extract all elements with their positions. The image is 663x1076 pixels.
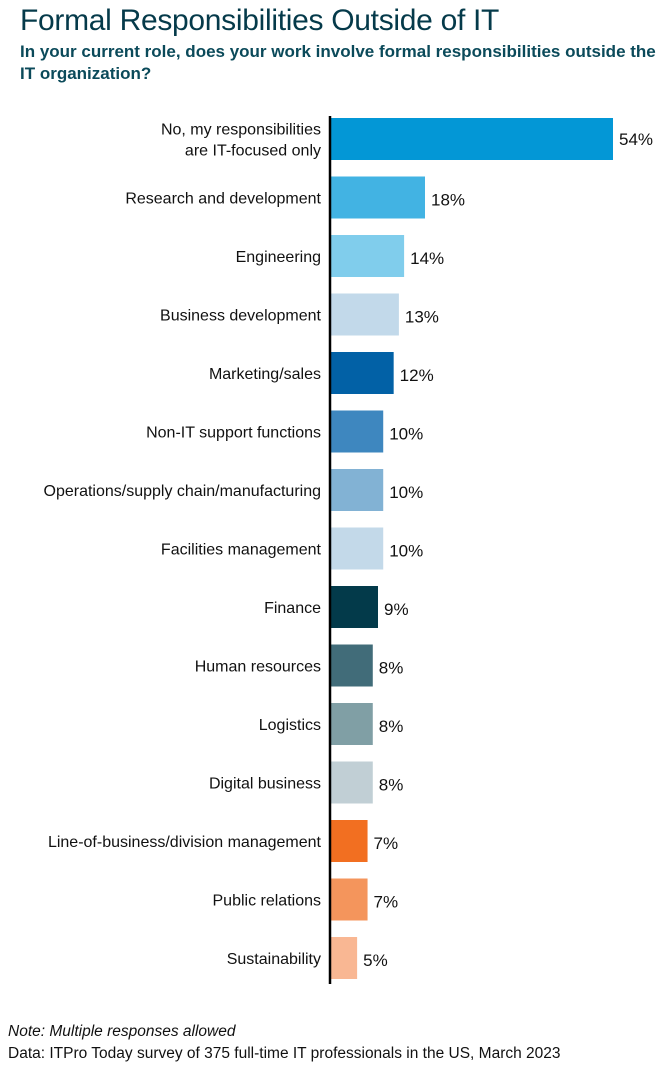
bar <box>331 937 358 979</box>
value-label: 54% <box>619 130 653 149</box>
bar <box>331 176 425 219</box>
category-label: Marketing/sales <box>209 366 321 383</box>
value-label: 9% <box>384 600 409 619</box>
category-label: Operations/supply chain/manufacturing <box>44 483 322 500</box>
value-label: 10% <box>389 542 423 561</box>
value-label: 5% <box>363 951 388 970</box>
value-label: 8% <box>379 659 404 678</box>
category-label: Facilities management <box>161 542 322 559</box>
bar <box>331 469 384 511</box>
category-label: Business development <box>160 308 322 325</box>
bar <box>331 586 378 628</box>
source-text: Data: ITPro Today survey of 375 full-tim… <box>8 1045 561 1062</box>
chart-subtitle: In your current role, does your work inv… <box>20 42 656 83</box>
category-label: Finance <box>264 600 321 617</box>
category-label: Sustainability <box>227 951 321 968</box>
bar <box>331 644 373 687</box>
category-label: Research and development <box>125 191 321 208</box>
category-label: Non-IT support functions <box>146 425 321 442</box>
chart-title: Formal Responsibilities Outside of IT <box>20 4 500 37</box>
bar <box>331 352 394 394</box>
value-label: 12% <box>400 366 434 385</box>
value-label: 7% <box>374 893 399 912</box>
category-label: Line-of-business/division management <box>48 834 322 851</box>
bar <box>331 410 384 453</box>
value-label: 8% <box>379 717 404 736</box>
bars-group: No, my responsibilities are IT-focused on… <box>44 118 653 979</box>
value-label: 8% <box>379 776 404 795</box>
bar <box>331 527 384 570</box>
bar <box>331 761 373 804</box>
value-label: 18% <box>431 191 465 210</box>
bar <box>331 293 399 336</box>
value-label: 7% <box>374 834 399 853</box>
bar <box>331 878 368 921</box>
value-label: 10% <box>389 425 423 444</box>
bar <box>331 820 368 862</box>
category-label: Digital business <box>209 776 321 793</box>
category-label: Human resources <box>195 659 321 676</box>
category-label: Public relations <box>213 893 322 910</box>
bar <box>331 118 613 160</box>
value-label: 13% <box>405 308 439 327</box>
value-label: 14% <box>410 249 444 268</box>
category-label: No, my responsibilities are IT-focused on… <box>161 122 321 160</box>
category-label: Logistics <box>259 717 321 734</box>
value-label: 10% <box>389 483 423 502</box>
bar <box>331 703 373 745</box>
category-label: Engineering <box>236 249 321 266</box>
note-text: Note: Multiple responses allowed <box>8 1023 236 1040</box>
bar <box>331 235 405 277</box>
